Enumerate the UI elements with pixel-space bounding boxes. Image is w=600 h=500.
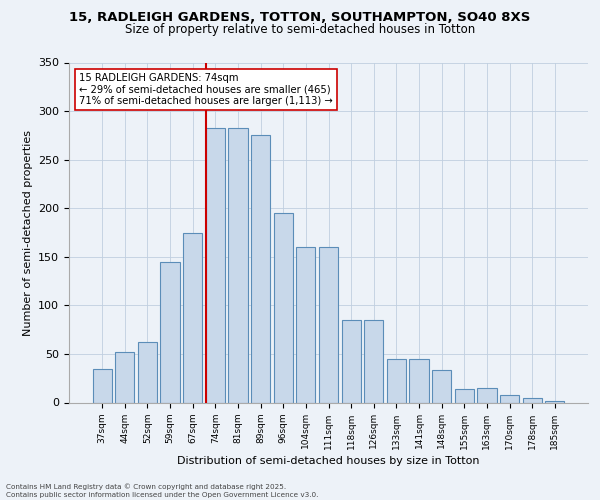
Bar [455,389,474,402]
Bar [206,128,225,402]
Bar [229,128,248,402]
Bar [296,247,316,402]
Bar [545,400,565,402]
X-axis label: Distribution of semi-detached houses by size in Totton: Distribution of semi-detached houses by … [177,456,480,466]
Y-axis label: Number of semi-detached properties: Number of semi-detached properties [23,130,32,336]
Text: 15, RADLEIGH GARDENS, TOTTON, SOUTHAMPTON, SO40 8XS: 15, RADLEIGH GARDENS, TOTTON, SOUTHAMPTO… [70,11,530,24]
Bar [115,352,134,403]
Bar [319,247,338,402]
Text: Size of property relative to semi-detached houses in Totton: Size of property relative to semi-detach… [125,22,475,36]
Bar [251,136,270,402]
Bar [183,232,202,402]
Bar [523,398,542,402]
Bar [500,394,519,402]
Bar [432,370,451,402]
Bar [160,262,180,402]
Text: 15 RADLEIGH GARDENS: 74sqm
← 29% of semi-detached houses are smaller (465)
71% o: 15 RADLEIGH GARDENS: 74sqm ← 29% of semi… [79,72,333,106]
Bar [92,368,112,402]
Text: Contains HM Land Registry data © Crown copyright and database right 2025.
Contai: Contains HM Land Registry data © Crown c… [6,484,319,498]
Bar [138,342,157,402]
Bar [341,320,361,402]
Bar [477,388,497,402]
Bar [409,359,428,403]
Bar [364,320,383,402]
Bar [274,213,293,402]
Bar [387,359,406,403]
